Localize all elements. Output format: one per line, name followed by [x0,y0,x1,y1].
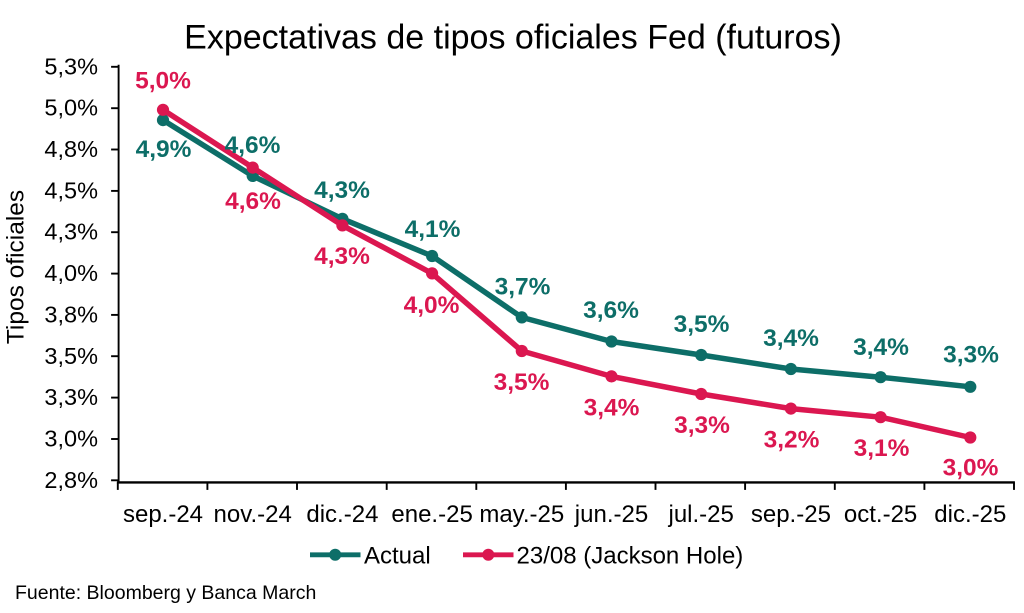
svg-text:Actual: Actual [364,542,431,569]
svg-text:3,0%: 3,0% [44,426,98,452]
svg-text:3,3%: 3,3% [943,342,999,369]
svg-text:nov.-24: nov.-24 [214,501,292,528]
svg-text:5,0%: 5,0% [135,67,191,94]
svg-text:Expectativas de tipos oficiale: Expectativas de tipos oficiales Fed (fut… [184,19,842,57]
svg-text:3,5%: 3,5% [674,311,730,338]
svg-text:sep.-24: sep.-24 [123,501,203,528]
svg-text:4,0%: 4,0% [404,292,460,319]
svg-text:4,9%: 4,9% [136,136,192,163]
svg-text:Fuente: Bloomberg y Banca Marc: Fuente: Bloomberg y Banca March [15,582,316,604]
svg-text:4,5%: 4,5% [44,177,98,203]
svg-text:5,3%: 5,3% [44,53,98,79]
svg-text:sep.-25: sep.-25 [751,501,831,528]
svg-text:Tipos oficiales: Tipos oficiales [3,190,30,344]
svg-text:jul.-25: jul.-25 [668,501,734,528]
svg-text:3,5%: 3,5% [44,343,98,369]
svg-text:4,3%: 4,3% [44,219,98,245]
svg-text:4,6%: 4,6% [225,188,281,215]
svg-text:3,5%: 3,5% [494,369,550,396]
svg-text:3,4%: 3,4% [763,325,819,352]
svg-text:5,0%: 5,0% [44,95,98,121]
svg-text:4,3%: 4,3% [314,177,370,204]
svg-text:3,3%: 3,3% [44,384,98,410]
svg-text:dic.-24: dic.-24 [306,501,378,528]
svg-text:3,4%: 3,4% [584,395,640,422]
svg-text:ene.-25: ene.-25 [391,501,472,528]
svg-text:4,8%: 4,8% [44,136,98,162]
svg-text:3,0%: 3,0% [943,455,999,482]
svg-text:3,1%: 3,1% [854,435,910,462]
svg-text:23/08 (Jackson Hole): 23/08 (Jackson Hole) [517,542,744,569]
svg-text:4,3%: 4,3% [314,243,370,270]
svg-text:3,7%: 3,7% [495,274,551,301]
svg-text:3,2%: 3,2% [764,427,820,454]
svg-text:2,8%: 2,8% [44,467,98,493]
svg-text:jun.-25: jun.-25 [574,501,648,528]
svg-text:4,6%: 4,6% [225,132,281,159]
svg-text:3,4%: 3,4% [853,334,909,361]
svg-text:4,0%: 4,0% [44,260,98,286]
svg-text:3,6%: 3,6% [583,297,639,324]
svg-text:may.-25: may.-25 [479,501,564,528]
svg-text:dic.-25: dic.-25 [934,501,1006,528]
svg-text:3,3%: 3,3% [674,412,730,439]
svg-text:oct.-25: oct.-25 [844,501,917,528]
svg-text:4,1%: 4,1% [405,216,461,243]
svg-text:3,8%: 3,8% [44,301,98,327]
